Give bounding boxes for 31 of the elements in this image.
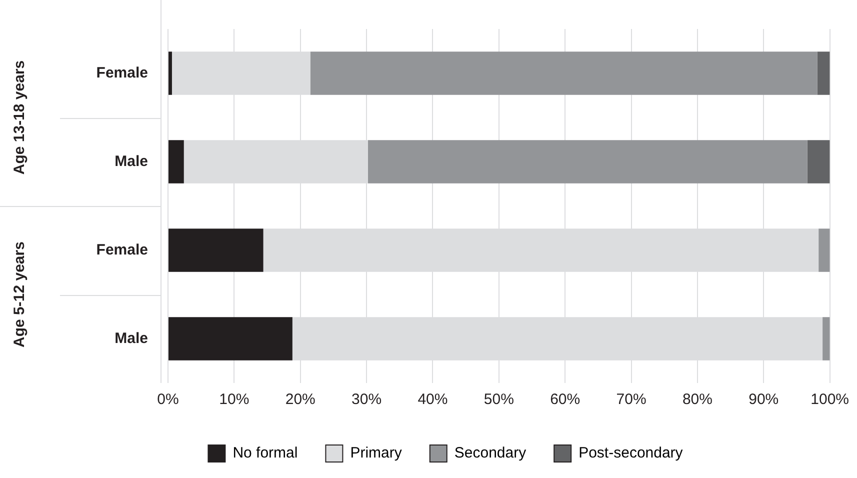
x-tick-label: 70% bbox=[616, 391, 646, 408]
x-tick-label: 10% bbox=[219, 391, 250, 408]
bar bbox=[310, 52, 818, 95]
text: Age 5-12 years bbox=[11, 242, 28, 348]
x-tick-label: 0% bbox=[157, 391, 179, 408]
x-tick-label: 60% bbox=[550, 391, 580, 408]
bar bbox=[168, 317, 292, 360]
bar bbox=[818, 228, 830, 272]
legend-label: No formal bbox=[232, 444, 298, 462]
y-tick-label: Male bbox=[114, 330, 148, 347]
x-tick-label: 90% bbox=[748, 391, 779, 408]
bar bbox=[368, 140, 808, 184]
bar bbox=[168, 52, 172, 95]
x-tick-label: 20% bbox=[285, 391, 316, 408]
legend-label: Primary bbox=[350, 444, 402, 462]
y-tick-label: Female bbox=[96, 64, 148, 82]
y-tick-label: Female bbox=[96, 241, 148, 258]
bar bbox=[822, 317, 830, 360]
y-tick-label: Male bbox=[114, 152, 148, 170]
bar bbox=[817, 52, 830, 95]
bar bbox=[168, 228, 264, 272]
legend-label: Secondary bbox=[454, 444, 527, 462]
bar bbox=[168, 140, 184, 184]
x-tick-label: 100% bbox=[810, 391, 850, 408]
x-tick-label: 80% bbox=[682, 391, 712, 408]
x-tick-label: 30% bbox=[352, 391, 382, 408]
bar bbox=[807, 140, 830, 184]
x-tick-label: 50% bbox=[484, 391, 514, 408]
x-tick-label: 40% bbox=[418, 391, 448, 408]
legend-label: Post-secondary bbox=[578, 444, 684, 462]
text: Age 13-18 years bbox=[11, 60, 28, 175]
